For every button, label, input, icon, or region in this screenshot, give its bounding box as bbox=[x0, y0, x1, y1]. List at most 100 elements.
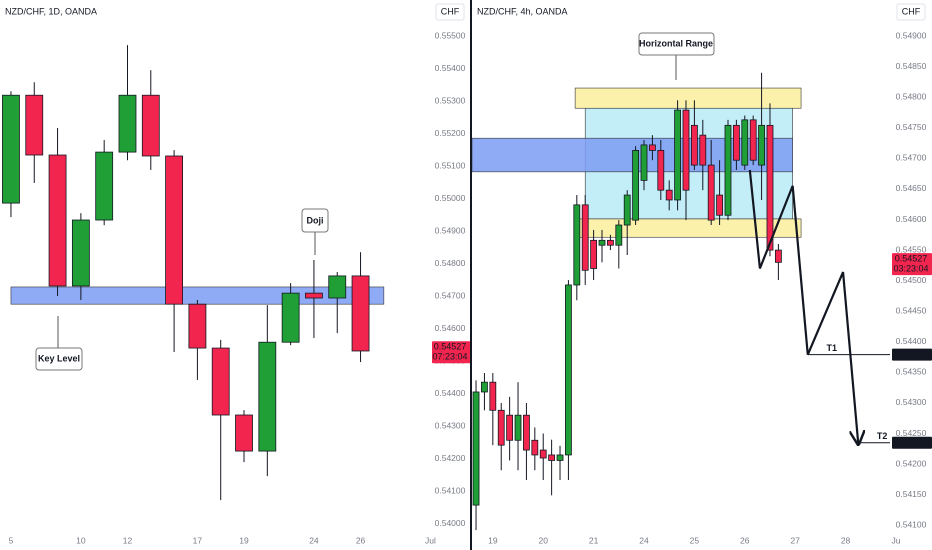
candle-body bbox=[556, 454, 564, 461]
zone bbox=[574, 87, 802, 109]
x-tick-label: Jul bbox=[425, 535, 436, 545]
y-tick-label: 0.54400 bbox=[896, 336, 927, 346]
callout-text: Key Level bbox=[38, 353, 80, 363]
pane-title: NZD/CHF, 1D, OANDA bbox=[5, 6, 97, 16]
y-tick-label: 0.54100 bbox=[896, 520, 927, 530]
candle-body bbox=[258, 341, 277, 452]
candle-body bbox=[690, 124, 698, 166]
candle-body bbox=[548, 454, 556, 461]
candle-body bbox=[699, 134, 707, 166]
candle-body bbox=[165, 155, 183, 305]
x-tick-label: 5 bbox=[9, 535, 14, 545]
candle-body bbox=[590, 239, 598, 269]
currency-box bbox=[435, 3, 465, 21]
candle-body bbox=[774, 249, 782, 263]
y-tick-label: 0.54800 bbox=[896, 91, 927, 101]
candle-body bbox=[581, 204, 589, 271]
price-label-box bbox=[892, 253, 932, 276]
candle-body bbox=[724, 124, 732, 216]
x-tick-label: 24 bbox=[309, 535, 319, 545]
x-tick-label: 25 bbox=[690, 535, 700, 545]
candle-body bbox=[573, 204, 581, 286]
y-tick-label: 0.54100 bbox=[435, 485, 466, 495]
pane-title: NZD/CHF, 4h, OANDA bbox=[477, 6, 568, 16]
price-label: 0.54235 bbox=[895, 437, 928, 447]
y-tick-label: 0.54700 bbox=[435, 290, 466, 300]
candle-body bbox=[71, 219, 90, 287]
y-tick-label: 0.55500 bbox=[435, 30, 466, 40]
candles-layer bbox=[2, 45, 782, 531]
price-label-box bbox=[892, 436, 932, 449]
candle-body bbox=[281, 292, 300, 343]
candle-body bbox=[749, 119, 757, 161]
callout-text: Doji bbox=[307, 215, 324, 225]
price-label: 0.54527 bbox=[895, 254, 928, 264]
target-label: T1 bbox=[827, 343, 838, 353]
candle-body bbox=[665, 189, 673, 201]
candle-body bbox=[598, 239, 606, 246]
candle-body bbox=[235, 414, 253, 452]
callout-box bbox=[301, 208, 329, 233]
y-tick-label: 0.54500 bbox=[896, 275, 927, 285]
y-tick-label: 0.54550 bbox=[896, 244, 927, 254]
candle-body bbox=[657, 150, 665, 191]
x-tick-label: 21 bbox=[589, 535, 599, 545]
y-tick-label: 0.54000 bbox=[435, 518, 466, 528]
candle-body bbox=[565, 284, 572, 456]
y-tick-label: 0.55200 bbox=[435, 128, 466, 138]
price-label-box bbox=[892, 348, 932, 361]
candle-body bbox=[305, 292, 323, 299]
x-tick-label: Ju bbox=[891, 535, 900, 545]
y-tick-label: 0.55300 bbox=[435, 95, 466, 105]
x-tick-label: 19 bbox=[488, 535, 498, 545]
candle-body bbox=[351, 275, 370, 352]
currency-box bbox=[896, 3, 926, 21]
candle-body bbox=[328, 275, 347, 299]
x-tick-label: 10 bbox=[76, 535, 86, 545]
candle-body bbox=[141, 94, 160, 157]
callout-box bbox=[638, 32, 715, 56]
price-label-time: 07:23:04 bbox=[432, 352, 467, 362]
projection-path bbox=[748, 169, 858, 443]
x-tick-label: 27 bbox=[790, 535, 800, 545]
x-tick-label: 26 bbox=[740, 535, 750, 545]
range-callout: Horizontal Range bbox=[638, 32, 715, 80]
y-tick-label: 0.55000 bbox=[435, 193, 466, 203]
x-tick-label: 20 bbox=[538, 535, 548, 545]
candle-body bbox=[716, 194, 723, 216]
y-tick-label: 0.54650 bbox=[896, 183, 927, 193]
currency-label: CHF bbox=[902, 6, 921, 16]
x-tick-label: 17 bbox=[193, 535, 203, 545]
y-tick-label: 0.54300 bbox=[896, 397, 927, 407]
y-tick-label: 0.54350 bbox=[896, 367, 927, 377]
x-tick-label: 12 bbox=[123, 535, 133, 545]
y-tick-label: 0.54700 bbox=[896, 153, 927, 163]
y-tick-label: 0.54200 bbox=[435, 453, 466, 463]
candle-body bbox=[188, 303, 207, 349]
candle-body bbox=[539, 449, 547, 459]
y-tick-label: 0.54250 bbox=[896, 428, 927, 438]
candle-body bbox=[682, 109, 690, 191]
price-label: 0.54527 bbox=[434, 342, 467, 352]
candle-body bbox=[649, 144, 656, 151]
y-tick-label: 0.54900 bbox=[896, 30, 927, 40]
candle-body bbox=[632, 150, 640, 221]
candle-body bbox=[615, 224, 623, 246]
candle-body bbox=[607, 239, 614, 246]
candle-body bbox=[674, 109, 681, 201]
callout-box bbox=[35, 347, 83, 371]
y-tick-label: 0.55100 bbox=[435, 160, 466, 170]
candle-body bbox=[95, 151, 114, 221]
y-tick-label: 0.54900 bbox=[435, 225, 466, 235]
candle-body bbox=[514, 414, 522, 441]
price-label-box bbox=[432, 341, 472, 364]
candle-body bbox=[481, 381, 488, 393]
y-tick-label: 0.54400 bbox=[435, 388, 466, 398]
candle-body bbox=[741, 119, 749, 166]
y-tick-label: 0.54300 bbox=[435, 420, 466, 430]
y-tick-label: 0.55400 bbox=[435, 63, 466, 73]
y-tick-label: 0.54450 bbox=[896, 306, 927, 316]
candle-body bbox=[531, 439, 539, 456]
